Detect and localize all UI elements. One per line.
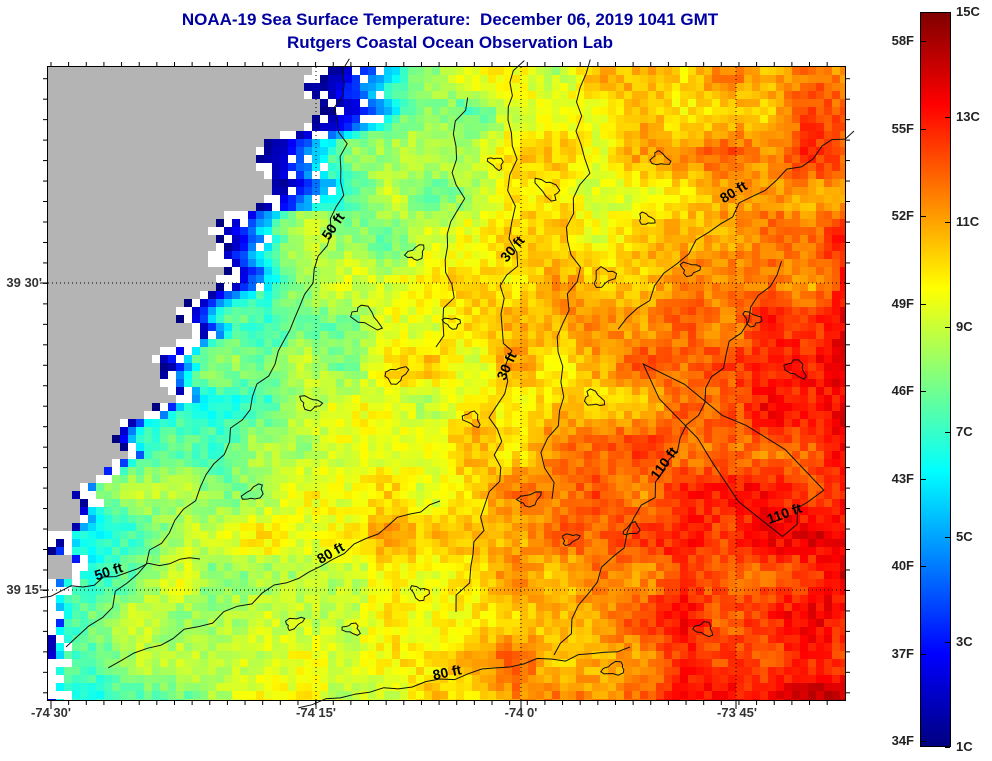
bathymetry-contour-loop-110ft xyxy=(642,363,825,538)
colorbar-fahrenheit-label: 49F xyxy=(891,295,914,311)
bathymetry-contour xyxy=(553,261,782,656)
colorbar-tick-right xyxy=(945,747,950,748)
colorbar-celsius-label: 5C xyxy=(956,529,973,544)
bathymetry-contour-blob xyxy=(240,483,264,500)
colorbar-celsius-label: 3C xyxy=(956,634,973,649)
bathymetry-contour-blob xyxy=(534,177,561,202)
bathymetry-contour-blob xyxy=(649,150,672,166)
bathymetry-contour xyxy=(298,646,631,709)
colorbar-celsius-label: 11C xyxy=(956,214,980,229)
colorbar-fahrenheit-label: 43F xyxy=(891,470,914,486)
bathymetry-contour-blob xyxy=(783,359,807,380)
bathymetry-contour xyxy=(617,130,855,330)
contour-depth-label: 50 ft xyxy=(92,559,125,583)
bathymetry-contour-blob xyxy=(600,660,625,676)
bathymetry-contour-blob xyxy=(583,388,606,407)
bathymetry-contour-blob xyxy=(409,585,430,602)
bathymetry-contour-blob xyxy=(515,491,542,508)
colorbar-fahrenheit-label: 40F xyxy=(891,558,914,574)
bathymetry-contour-blob xyxy=(742,310,763,328)
contour-depth-label: 80 ft xyxy=(717,177,750,206)
bathymetry-contour xyxy=(455,60,525,613)
bathymetry-contour xyxy=(65,58,350,648)
bathymetry-contour-blob xyxy=(561,533,581,547)
colorbar-celsius-label: 9C xyxy=(956,319,973,334)
bathymetry-contour-blob xyxy=(593,265,618,288)
colorbar-celsius-label: 13C xyxy=(956,109,980,124)
contour-depth-label: 50 ft xyxy=(318,210,348,243)
colorbar-celsius-label: 1C xyxy=(956,739,973,754)
colorbar xyxy=(920,12,951,747)
bathymetry-contour xyxy=(40,557,201,599)
y-tick-label: 39 15' xyxy=(6,582,42,597)
contour-depth-label: 110 ft xyxy=(647,444,681,483)
colorbar-fahrenheit-label: 46F xyxy=(891,383,914,399)
bathymetry-contour-blob xyxy=(679,261,702,278)
bathymetry-contour-blob xyxy=(341,622,361,636)
colorbar-celsius-label: 7C xyxy=(956,424,973,439)
sst-map: 50 ft 30 ft 80 ft 30 ft 110 ft 110 ft 80 ft 50 … xyxy=(40,58,855,709)
colorbar-fahrenheit-label: 55F xyxy=(891,120,914,136)
bathymetry-contour xyxy=(435,97,469,348)
bathymetry-contour-blob xyxy=(441,317,462,330)
bathymetry-contour-blob xyxy=(692,621,714,638)
contour-depth-label: 80 ft xyxy=(431,661,463,683)
x-tick-label: -73 45' xyxy=(717,705,757,720)
map-overlay: 50 ft 30 ft 80 ft 30 ft 110 ft 110 ft 80 ft 50 … xyxy=(40,58,855,709)
bathymetry-contour-blob xyxy=(486,157,504,172)
contour-depth-label: 30 ft xyxy=(493,349,519,382)
bathymetry-contour-blob xyxy=(403,244,425,261)
sst-raster-canvas xyxy=(48,67,845,700)
colorbar-celsius-label: 15C xyxy=(956,4,980,19)
contour-depth-label: 110 ft xyxy=(765,500,804,527)
bathymetry-contour-blob xyxy=(299,395,324,412)
bathymetry-contour-blob xyxy=(350,304,384,331)
contour-depth-label: 80 ft xyxy=(314,538,347,566)
figure-title: NOAA-19 Sea Surface Temperature: Decembe… xyxy=(181,10,719,29)
figure-subtitle: Rutgers Coastal Ocean Observation Lab xyxy=(287,33,613,52)
colorbar-fahrenheit-label: 34F xyxy=(891,733,914,749)
bathymetry-contour-blob xyxy=(285,616,306,632)
bathymetry-contour-blob xyxy=(461,410,481,429)
y-tick-label: 39 30' xyxy=(6,275,42,290)
bathymetry-contour-blob xyxy=(384,366,410,385)
bathymetry-contour xyxy=(108,500,441,669)
bathymetry-contour-blob xyxy=(639,211,656,225)
bathymetry-contour xyxy=(540,59,591,500)
colorbar-fahrenheit-label: 52F xyxy=(891,208,914,224)
bathymetry-contour-blob xyxy=(622,520,641,536)
contour-depth-label: 30 ft xyxy=(497,232,528,265)
colorbar-fahrenheit-label: 37F xyxy=(891,645,914,661)
